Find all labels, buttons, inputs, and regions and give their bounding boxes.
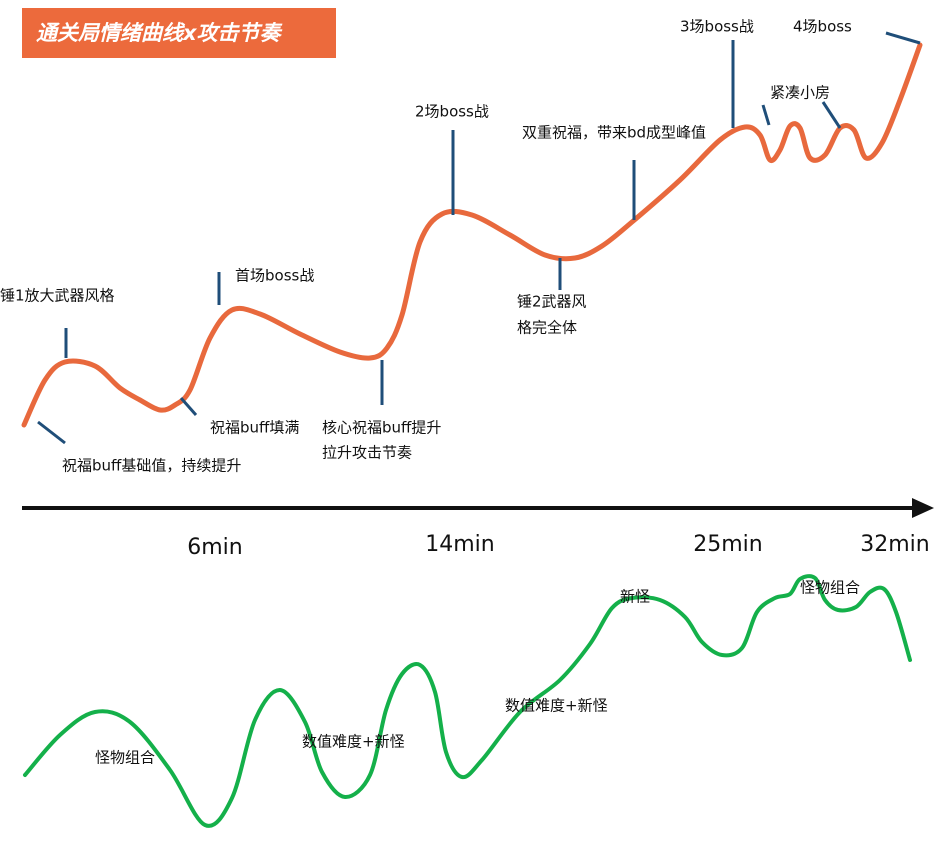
annotation: 祝福buff填满	[210, 419, 299, 437]
axis-arrow	[912, 498, 934, 518]
markers	[37, 31, 921, 445]
emotion-curve	[21, 42, 923, 428]
annotation: 首场boss战	[235, 267, 314, 285]
annotation: 格完全体	[517, 319, 577, 337]
time-label: 32min	[860, 532, 929, 557]
annotation: 核心祝福buff提升	[322, 419, 441, 437]
annotation: 紧凑小房	[770, 84, 830, 102]
difficulty-note: 怪物组合	[95, 749, 155, 767]
annotation: 锤2武器风	[517, 293, 587, 311]
annotation: 锤1放大武器风格	[0, 287, 115, 305]
annotation: 3场boss战	[680, 18, 754, 36]
time-label: 25min	[693, 532, 762, 557]
difficulty-note: 新怪	[620, 588, 650, 606]
difficulty-note: 数值难度+新怪	[505, 697, 608, 715]
annotation: 4场boss	[793, 18, 852, 36]
annotation: 双重祝福，带来bd成型峰值	[522, 124, 706, 142]
time-label: 6min	[187, 535, 242, 560]
title: 通关局情绪曲线x攻击节奏	[36, 21, 283, 45]
annotation: 拉升攻击节奏	[322, 444, 412, 462]
difficulty-note: 数值难度+新怪	[302, 733, 405, 751]
title-box	[22, 8, 336, 58]
annotation: 祝福buff基础值，持续提升	[62, 457, 241, 475]
time-label: 14min	[425, 532, 494, 557]
annotation: 2场boss战	[415, 103, 489, 121]
difficulty-curve	[23, 574, 912, 828]
difficulty-note: 怪物组合	[800, 579, 860, 597]
